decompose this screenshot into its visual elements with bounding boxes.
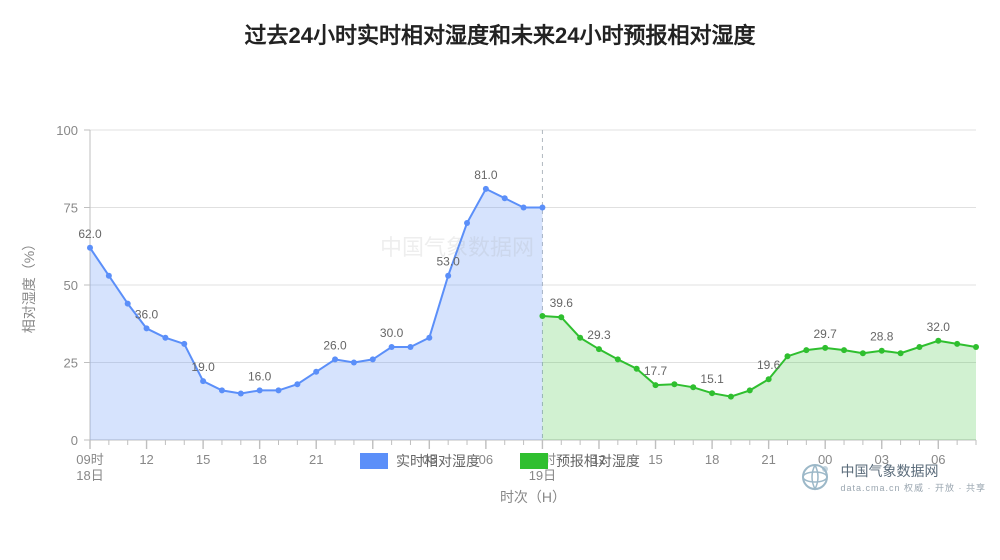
svg-text:19.0: 19.0	[191, 360, 215, 374]
legend-item-forecast: 预报相对湿度	[520, 451, 640, 471]
legend-item-past: 实时相对湿度	[360, 451, 480, 471]
svg-text:19.6: 19.6	[757, 358, 781, 372]
svg-text:32.0: 32.0	[927, 320, 951, 334]
svg-text:0: 0	[71, 433, 78, 448]
brand-watermark: 中国气象数据网 data.cma.cn 权威 · 开放 · 共享	[798, 460, 986, 494]
legend-label: 实时相对湿度	[396, 451, 480, 471]
svg-text:100: 100	[56, 123, 78, 138]
svg-text:62.0: 62.0	[78, 227, 102, 241]
svg-text:50: 50	[64, 278, 78, 293]
chart-title: 过去24小时实时相对湿度和未来24小时预报相对湿度	[0, 0, 1000, 50]
svg-text:29.3: 29.3	[587, 328, 611, 342]
svg-text:30.0: 30.0	[380, 326, 404, 340]
svg-text:26.0: 26.0	[323, 338, 347, 352]
svg-text:36.0: 36.0	[135, 307, 159, 321]
legend-swatch	[360, 453, 388, 469]
svg-text:53.0: 53.0	[436, 255, 460, 269]
svg-text:时次（H）: 时次（H）	[500, 489, 566, 505]
svg-text:75: 75	[64, 201, 78, 216]
svg-text:相对湿度（%）: 相对湿度（%）	[21, 237, 37, 333]
globe-icon	[798, 460, 832, 494]
brand-en: data.cma.cn 权威 · 开放 · 共享	[840, 481, 986, 494]
humidity-chart: 025507510009时1215182100030609时1215182100…	[0, 60, 1000, 430]
brand-cn: 中国气象数据网	[840, 461, 986, 481]
svg-text:29.7: 29.7	[814, 327, 838, 341]
legend-label: 预报相对湿度	[556, 451, 640, 471]
svg-text:28.8: 28.8	[870, 330, 894, 344]
svg-text:16.0: 16.0	[248, 369, 272, 383]
svg-text:17.7: 17.7	[644, 364, 668, 378]
legend-swatch	[520, 453, 548, 469]
svg-text:25: 25	[64, 356, 78, 371]
svg-text:39.6: 39.6	[550, 296, 574, 310]
svg-text:15.1: 15.1	[700, 372, 724, 386]
svg-text:81.0: 81.0	[474, 168, 498, 182]
